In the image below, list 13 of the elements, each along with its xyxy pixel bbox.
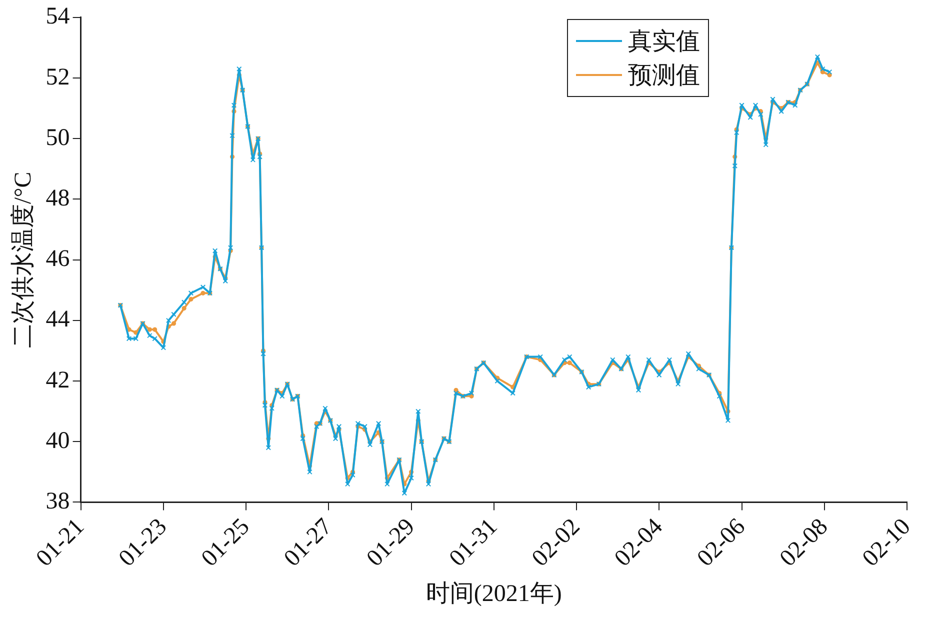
y-tick-label: 44 [46, 306, 70, 333]
y-tick-label: 50 [46, 124, 70, 151]
y-tick-label: 54 [46, 4, 70, 30]
y-tick-label: 40 [46, 428, 70, 454]
legend-label: 预测值 [628, 62, 700, 92]
x-axis-title: 时间(2021年) [426, 580, 562, 607]
legend-label: 真实值 [628, 28, 700, 58]
y-axis-title: 二次供水温度/°C [10, 172, 37, 348]
y-tick-label: 48 [46, 186, 70, 212]
y-tick-label: 52 [46, 64, 70, 90]
y-tick-label: 42 [46, 367, 70, 394]
y-tick-label: 46 [46, 246, 70, 272]
y-tick-label: 38 [46, 488, 70, 515]
